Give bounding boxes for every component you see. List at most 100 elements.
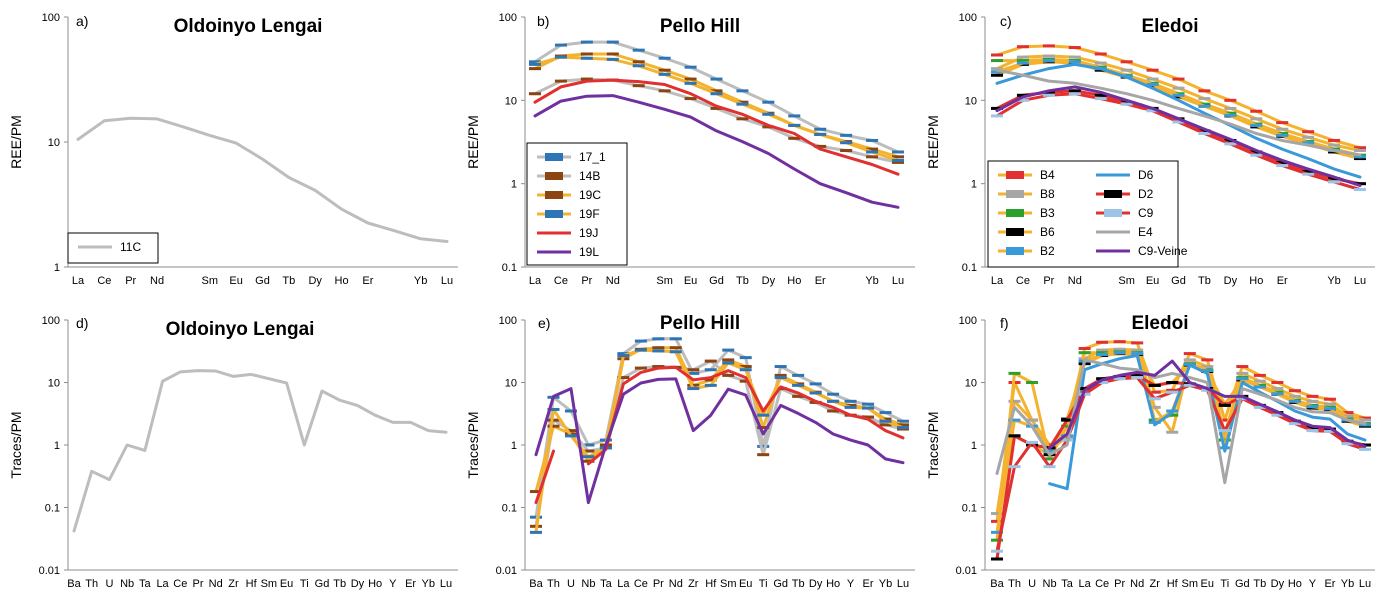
- x-tick-label: Lu: [440, 578, 452, 590]
- y-tick-label: 0.01: [496, 565, 517, 577]
- data-point: [892, 155, 904, 159]
- data-point: [991, 557, 1003, 561]
- data-point: [617, 354, 630, 358]
- data-point: [617, 352, 630, 356]
- data-point: [658, 89, 671, 93]
- series-C9-Veine: [995, 85, 1362, 187]
- data-point: [632, 48, 645, 52]
- data-point: [1354, 188, 1366, 192]
- x-tick-label: Ce: [97, 275, 111, 287]
- data-point: [529, 92, 541, 96]
- data-point: [1131, 352, 1144, 356]
- legend-item-C9-Veine: C9-Veine: [1096, 244, 1188, 258]
- data-point: [862, 415, 875, 419]
- x-tick-label: Er: [1324, 578, 1335, 590]
- data-point: [684, 65, 697, 69]
- legend-swatch-marker: [545, 210, 563, 218]
- data-point: [1306, 405, 1319, 409]
- data-point: [687, 368, 700, 372]
- data-point: [1008, 399, 1021, 403]
- data-point: [1224, 106, 1237, 110]
- data-point: [1148, 390, 1161, 394]
- data-point: [1306, 399, 1319, 403]
- legend-item-B2: B2: [998, 244, 1055, 258]
- x-tick-label: Y: [1309, 578, 1317, 590]
- y-tick-label: 0.01: [956, 565, 977, 577]
- data-point: [1183, 352, 1196, 356]
- data-point: [564, 434, 577, 438]
- y-tick-label: 100: [499, 315, 517, 327]
- x-tick-label: Gd: [315, 578, 330, 590]
- data-point: [1042, 54, 1055, 58]
- chart-title: Oldoinyo Lengai: [174, 16, 323, 37]
- x-tick-label: Tb: [1253, 578, 1266, 590]
- data-point: [991, 530, 1003, 534]
- legend-item-19L: 19L: [537, 245, 599, 259]
- data-point: [840, 149, 853, 153]
- y-tick-label: 1: [54, 440, 60, 452]
- data-point: [1224, 113, 1237, 117]
- data-point: [1061, 424, 1074, 428]
- legend-item-C9: C9: [1096, 206, 1154, 220]
- data-point: [1354, 149, 1366, 153]
- data-point: [1276, 160, 1289, 164]
- x-tick-label: Dy: [1271, 578, 1285, 590]
- series-line: [534, 346, 905, 493]
- series-line: [995, 62, 1362, 179]
- data-point: [1172, 120, 1185, 124]
- data-point: [1198, 89, 1211, 93]
- series-line: [995, 358, 1367, 485]
- data-point: [658, 68, 671, 72]
- x-tick-label: Dy: [809, 578, 823, 590]
- data-point: [582, 443, 595, 447]
- x-tick-label: La: [72, 275, 85, 287]
- y-tick-label: 100: [959, 12, 977, 24]
- x-tick-label: Lu: [897, 578, 909, 590]
- data-point: [879, 423, 892, 427]
- data-point: [554, 43, 567, 47]
- x-tick-label: Eu: [739, 578, 752, 590]
- data-point: [1306, 429, 1319, 433]
- data-point: [530, 530, 542, 534]
- data-point: [554, 79, 567, 83]
- data-point: [1201, 358, 1214, 362]
- x-tick-label: Ho: [826, 578, 840, 590]
- data-point: [739, 368, 752, 372]
- legend-label: 19C: [579, 188, 601, 202]
- data-point: [580, 77, 593, 81]
- data-point: [1042, 93, 1055, 97]
- data-point: [582, 455, 595, 459]
- data-point: [1250, 117, 1263, 121]
- series-line: [1048, 354, 1367, 491]
- data-point: [1146, 109, 1159, 113]
- x-tick-label: Eu: [684, 275, 697, 287]
- data-point: [892, 158, 904, 162]
- series-B3: [991, 350, 1371, 542]
- data-point: [1113, 340, 1126, 344]
- legend-swatch-marker: [1006, 228, 1024, 236]
- y-tick-label: 1: [971, 179, 977, 191]
- data-point: [1250, 123, 1263, 127]
- data-point: [684, 81, 697, 85]
- data-point: [1026, 418, 1039, 422]
- x-tick-label: Pr: [1114, 578, 1125, 590]
- data-point: [1302, 130, 1315, 134]
- x-tick-label: Dy: [762, 275, 776, 287]
- x-tick-label: Sm: [261, 578, 278, 590]
- data-point: [1253, 373, 1266, 377]
- data-point: [991, 512, 1003, 516]
- data-point: [704, 368, 717, 372]
- data-point: [722, 358, 735, 362]
- data-point: [634, 348, 647, 352]
- data-point: [1359, 416, 1371, 420]
- series-line: [534, 337, 905, 519]
- x-tick-label: Ho: [787, 275, 801, 287]
- series-line: [533, 78, 900, 176]
- data-point: [606, 40, 619, 44]
- data-point: [1061, 418, 1074, 422]
- legend-item-17_1: 17_1: [537, 150, 606, 164]
- data-point: [1096, 353, 1109, 357]
- series-B8: [991, 54, 1366, 153]
- data-point: [1120, 102, 1133, 106]
